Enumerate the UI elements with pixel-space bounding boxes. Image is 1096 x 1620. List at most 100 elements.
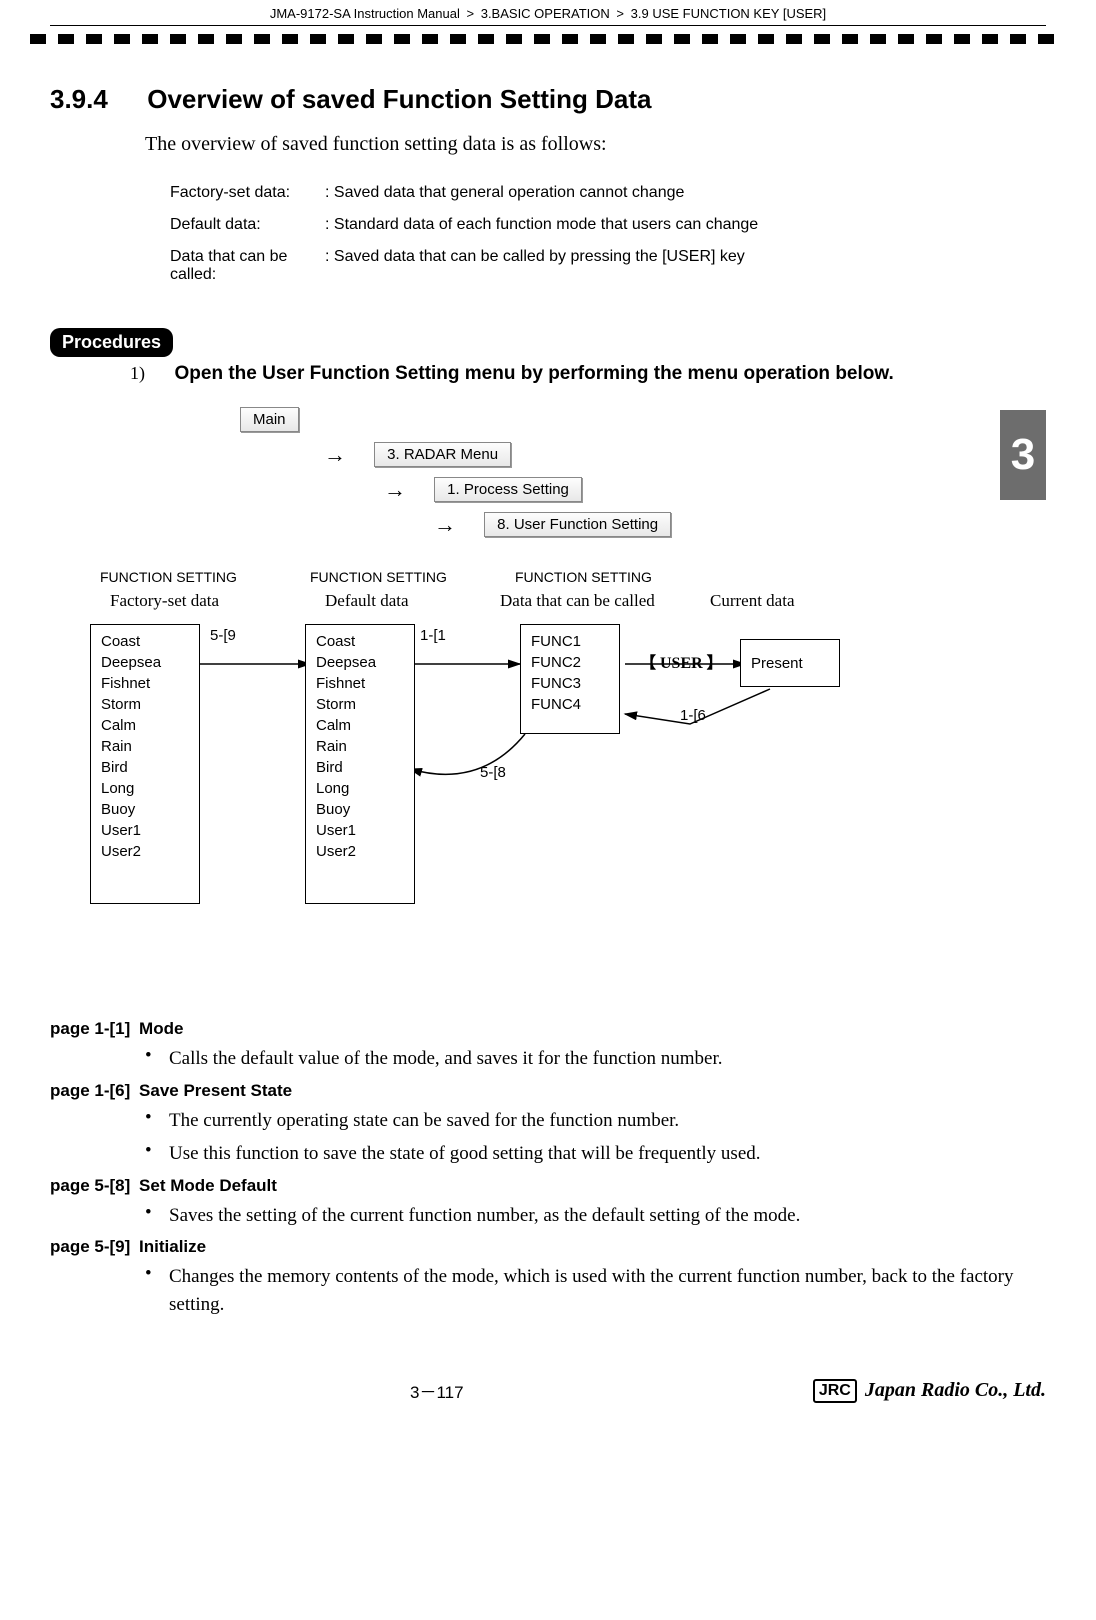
procedures-badge: Procedures	[50, 328, 173, 357]
arrow-icon: →	[384, 477, 406, 502]
list-item: User2	[101, 841, 189, 862]
list-item: Coast	[316, 631, 404, 652]
def-desc: : Saved data that general operation cann…	[325, 184, 1046, 202]
page-ref: page 5-[9]	[50, 1237, 130, 1256]
definition-row: Default data: : Standard data of each fu…	[170, 216, 1046, 234]
bullet-dot: •	[145, 1263, 169, 1318]
page-ref: page 5-[8]	[50, 1176, 130, 1195]
called-box: FUNC1 FUNC2 FUNC3 FUNC4	[520, 624, 620, 734]
present-box: Present	[740, 639, 840, 687]
bullet: •Use this function to save the state of …	[145, 1140, 1046, 1168]
page-label: Mode	[139, 1019, 183, 1038]
col-title-1: FUNCTION SETTING	[100, 569, 237, 585]
list-item: Storm	[316, 694, 404, 715]
bullet-dot: •	[145, 1045, 169, 1073]
page-entry: page 5-[8] Set Mode Default	[50, 1176, 1046, 1196]
label-1-6: 1-[6	[680, 707, 706, 724]
jrc-logo: JRC Japan Radio Co., Ltd.	[813, 1379, 1046, 1403]
section-heading: 3.9.4 Overview of saved Function Setting…	[50, 84, 1046, 115]
label-5-9: 5-[9	[210, 627, 236, 644]
list-item: Rain	[101, 736, 189, 757]
data-flow-diagram: FUNCTION SETTING FUNCTION SETTING FUNCTI…	[70, 569, 1046, 989]
bullet-text: Changes the memory contents of the mode,…	[169, 1263, 1046, 1318]
footer: 3－117 JRC Japan Radio Co., Ltd.	[50, 1378, 1046, 1403]
list-item: User1	[101, 820, 189, 841]
page-label: Initialize	[139, 1237, 206, 1256]
page-label: Set Mode Default	[139, 1176, 277, 1195]
dashed-rule	[30, 34, 1066, 44]
func-item: FUNC4	[531, 694, 609, 715]
bullet-text: Calls the default value of the mode, and…	[169, 1045, 1046, 1073]
breadcrumb-sep: >	[616, 6, 624, 21]
menu-button-radar[interactable]: 3. RADAR Menu	[374, 442, 511, 467]
bullet-text: Use this function to save the state of g…	[169, 1140, 1046, 1168]
list-item: User2	[316, 841, 404, 862]
step-block: 1) Open the User Function Setting menu b…	[130, 363, 1046, 385]
bullet-dot: •	[145, 1202, 169, 1230]
page-descriptions: page 1-[1] Mode •Calls the default value…	[50, 1019, 1046, 1318]
default-box: Coast Deepsea Fishnet Storm Calm Rain Bi…	[305, 624, 415, 904]
list-item: User1	[316, 820, 404, 841]
present-label: Present	[751, 653, 803, 674]
list-item: Fishnet	[101, 673, 189, 694]
col-title-2: FUNCTION SETTING	[310, 569, 447, 585]
list-item: Rain	[316, 736, 404, 757]
list-item: Bird	[316, 757, 404, 778]
list-item: Deepsea	[101, 652, 189, 673]
menu-button-process[interactable]: 1. Process Setting	[434, 477, 582, 502]
menu-button-user-func[interactable]: 8. User Function Setting	[484, 512, 671, 537]
arrow-icon: →	[324, 442, 346, 467]
definition-row: Factory-set data: : Saved data that gene…	[170, 184, 1046, 202]
label-1-1: 1-[1	[420, 627, 446, 644]
jrc-box: JRC	[813, 1379, 857, 1403]
list-item: Long	[101, 778, 189, 799]
def-term: Factory-set data:	[170, 184, 325, 202]
chapter-tab: 3	[1000, 410, 1046, 500]
def-desc: : Saved data that can be called by press…	[325, 248, 1046, 284]
bullet-text: Saves the setting of the current functio…	[169, 1202, 1046, 1230]
breadcrumb-3: 3.9 USE FUNCTION KEY [USER]	[631, 6, 827, 21]
user-key-label: 【 USER 】	[640, 649, 723, 673]
list-item: Long	[316, 778, 404, 799]
definitions-block: Factory-set data: : Saved data that gene…	[50, 184, 1046, 284]
list-item: Fishnet	[316, 673, 404, 694]
section-title-text: Overview of saved Function Setting Data	[147, 84, 651, 114]
definition-row: Data that can be called: : Saved data th…	[170, 248, 1046, 284]
bullet-dot: •	[145, 1140, 169, 1168]
bullet-text: The currently operating state can be sav…	[169, 1107, 1046, 1135]
page-entry: page 1-[6] Save Present State	[50, 1081, 1046, 1101]
def-term: Data that can be called:	[170, 248, 325, 284]
page-ref: page 1-[6]	[50, 1081, 130, 1100]
list-item: Deepsea	[316, 652, 404, 673]
func-item: FUNC1	[531, 631, 609, 652]
page-entry: page 5-[9] Initialize	[50, 1237, 1046, 1257]
menu-button-main[interactable]: Main	[240, 407, 299, 432]
breadcrumb-1: JMA-9172-SA Instruction Manual	[270, 6, 460, 21]
list-item: Bird	[101, 757, 189, 778]
page-ref: page 1-[1]	[50, 1019, 130, 1038]
col-title-3: FUNCTION SETTING	[515, 569, 652, 585]
list-item: Calm	[101, 715, 189, 736]
bullet-dot: •	[145, 1107, 169, 1135]
col-sub-1: Factory-set data	[110, 591, 219, 611]
menu-path: Main → 3. RADAR Menu → 1. Process Settin…	[240, 405, 1046, 539]
col-sub-2: Default data	[325, 591, 409, 611]
breadcrumb-sep: >	[467, 6, 475, 21]
list-item: Buoy	[316, 799, 404, 820]
bullet: •Saves the setting of the current functi…	[145, 1202, 1046, 1230]
func-item: FUNC2	[531, 652, 609, 673]
page-label: Save Present State	[139, 1081, 292, 1100]
bullet: •Changes the memory contents of the mode…	[145, 1263, 1046, 1318]
def-term: Default data:	[170, 216, 325, 234]
list-item: Calm	[316, 715, 404, 736]
jrc-company: Japan Radio Co., Ltd.	[865, 1379, 1046, 1402]
list-item: Coast	[101, 631, 189, 652]
col-sub-4: Current data	[710, 591, 795, 611]
def-desc: : Standard data of each function mode th…	[325, 216, 1046, 234]
section-number: 3.9.4	[50, 84, 140, 115]
col-sub-3: Data that can be called	[500, 591, 655, 611]
arrow-icon: →	[434, 512, 456, 537]
bullet: •The currently operating state can be sa…	[145, 1107, 1046, 1135]
list-item: Storm	[101, 694, 189, 715]
page-number: 3－117	[410, 1378, 464, 1403]
